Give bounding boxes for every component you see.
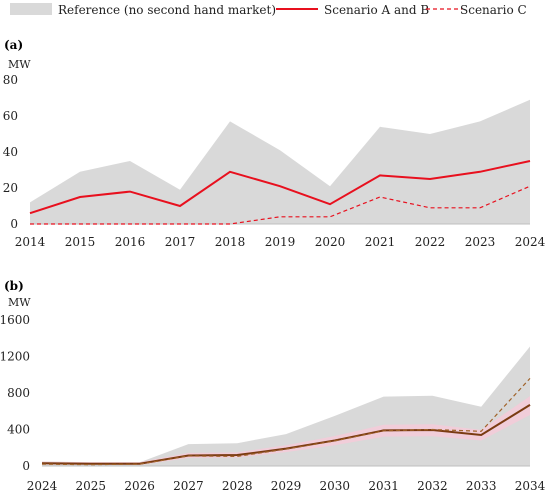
- x-tick-label: 2014: [15, 235, 46, 249]
- y-tick-label: 1600: [0, 313, 30, 327]
- x-tick-label: 2022: [415, 235, 446, 249]
- legend-label-scenario-ab: Scenario A and B: [324, 3, 429, 17]
- x-tick-label: 2018: [215, 235, 246, 249]
- legend-label-scenario-c: Scenario C: [460, 3, 527, 17]
- x-tick-label: 2033: [466, 479, 497, 493]
- x-tick-label: 2025: [76, 479, 107, 493]
- y-tick-label: 40: [3, 145, 18, 159]
- series-line-scenario-ab: [29, 160, 531, 215]
- legend-label-reference: Reference (no second hand market): [58, 3, 276, 17]
- panel-a: (a) MW 0 20 40 60 80 2014 2015 2016 2017 2018 2019…: [3, 38, 546, 249]
- panel-b-ylabel: MW: [8, 296, 31, 309]
- x-tick-label: 2020: [315, 235, 346, 249]
- reference-area: [30, 99, 530, 224]
- y-tick-label: 60: [3, 109, 18, 123]
- y-tick-label: 800: [7, 386, 30, 400]
- panel-b: (b) MW 0 400 800 1200 1600 2024 2025 2026 2027 20…: [0, 279, 546, 493]
- series-line-scenario-c: [41, 377, 531, 466]
- panel-b-label: (b): [4, 279, 24, 293]
- x-tick-label: 2019: [265, 235, 296, 249]
- y-tick-label: 0: [10, 217, 18, 231]
- y-tick-label: 1200: [0, 350, 30, 364]
- legend-swatch-reference: [10, 3, 52, 15]
- x-tick-label: 2027: [173, 479, 204, 493]
- x-tick-label: 2023: [465, 235, 496, 249]
- x-tick-label: 2015: [65, 235, 96, 249]
- x-tick-label: 2032: [417, 479, 448, 493]
- x-tick-label: 2017: [165, 235, 196, 249]
- x-tick-label: 2026: [124, 479, 155, 493]
- x-tick-label: 2031: [368, 479, 399, 493]
- panel-b-plot: 0 400 800 1200 1600 2024 2025 2026 2027 2028 2029 2…: [0, 313, 546, 493]
- y-tick-label: 400: [7, 423, 30, 437]
- x-tick-label: 2028: [222, 479, 253, 493]
- x-tick-label: 2034: [515, 479, 546, 493]
- panel-a-plot: 0 20 40 60 80 2014 2015 2016 2017 2018 2019 2020 202…: [3, 73, 546, 249]
- legend: Reference (no second hand market) Scenar…: [10, 3, 527, 17]
- x-tick-label: 2016: [115, 235, 146, 249]
- panel-a-ylabel: MW: [8, 58, 31, 71]
- y-tick-label: 20: [3, 181, 18, 195]
- series-line-scenario-c: [30, 185, 531, 225]
- y-tick-label: 80: [3, 73, 18, 87]
- y-tick-label: 0: [22, 459, 30, 473]
- panel-a-label: (a): [4, 38, 23, 52]
- x-tick-label: 2021: [365, 235, 396, 249]
- x-tick-label: 2024: [515, 235, 546, 249]
- x-tick-label: 2030: [320, 479, 351, 493]
- x-tick-label: 2024: [27, 479, 58, 493]
- x-tick-label: 2029: [271, 479, 302, 493]
